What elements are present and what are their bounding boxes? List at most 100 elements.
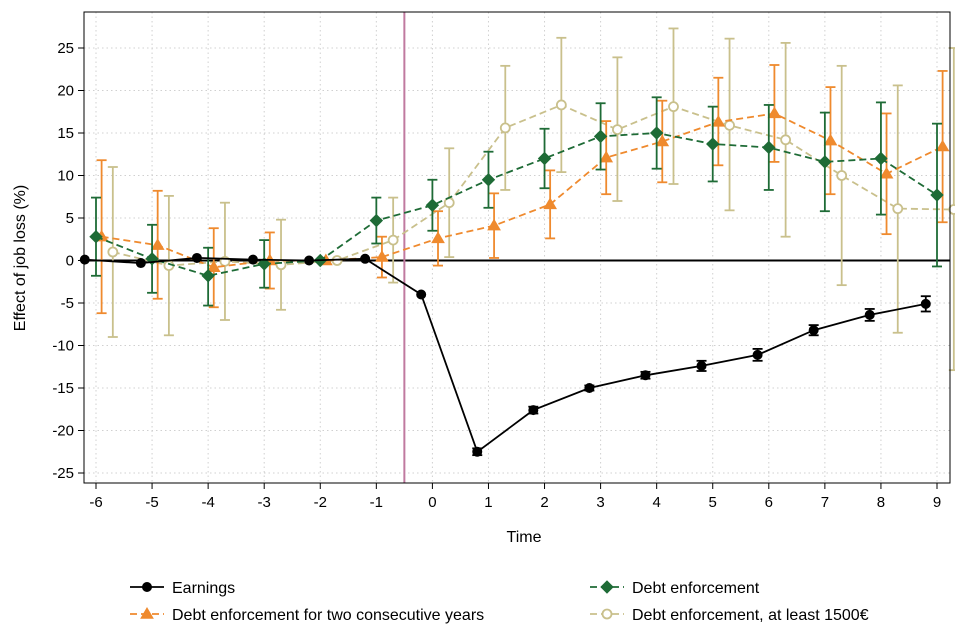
legend-swatch-marker	[142, 582, 152, 592]
data-point	[537, 151, 552, 166]
data-point	[752, 349, 763, 360]
y-tick-label: 20	[57, 83, 74, 100]
data-point	[864, 309, 875, 320]
data-point	[375, 250, 389, 262]
data-point	[836, 170, 848, 181]
data-point	[247, 254, 258, 265]
data-point	[416, 289, 427, 300]
data-point	[528, 405, 539, 416]
legend-swatch-marker	[140, 607, 154, 619]
x-tick-label: -5	[145, 494, 158, 511]
data-point	[431, 231, 445, 244]
legend-item: Debt enforcement for two consecutive yea…	[130, 607, 484, 624]
x-tick-label: 2	[540, 494, 548, 511]
legend-swatch-marker	[600, 580, 614, 594]
legend-label: Debt enforcement for two consecutive yea…	[172, 607, 484, 624]
data-point	[808, 325, 819, 336]
x-tick-label: -3	[258, 494, 271, 511]
legend-label: Debt enforcement, at least 1500€	[632, 607, 869, 624]
data-point	[425, 198, 440, 212]
data-point	[593, 129, 608, 144]
data-point	[79, 254, 90, 265]
series-line	[101, 112, 943, 269]
data-point	[387, 234, 399, 246]
series-debt-enforcement-for-two-consecutive-years	[94, 64, 950, 315]
x-tick-label: -6	[89, 494, 102, 511]
data-point	[257, 257, 271, 271]
data-point	[201, 269, 215, 283]
data-point	[487, 218, 501, 231]
data-point	[696, 360, 707, 371]
x-tick-label: 5	[709, 494, 717, 511]
data-point	[150, 238, 165, 250]
data-point	[668, 101, 679, 113]
series-line	[95, 132, 938, 277]
x-tick-label: 4	[652, 494, 660, 511]
x-tick-label: 3	[596, 494, 604, 511]
legend-label: Debt enforcement	[632, 580, 760, 597]
y-tick-label: 15	[57, 125, 74, 142]
data-point	[89, 229, 103, 244]
data-point	[823, 133, 838, 146]
x-tick-label: 1	[484, 494, 492, 511]
data-point	[818, 155, 832, 169]
y-tick-label: -25	[52, 465, 74, 482]
y-tick-label: 5	[66, 210, 74, 227]
data-point	[920, 298, 931, 309]
data-point	[892, 203, 904, 215]
data-point	[206, 260, 221, 272]
data-point	[711, 114, 726, 127]
x-tick-label: 8	[877, 494, 885, 511]
series-earnings	[79, 252, 931, 457]
data-point	[762, 140, 776, 155]
series-debt-enforcement-at-least-1500	[107, 27, 955, 372]
data-point	[706, 137, 720, 151]
y-tick-label: -10	[52, 338, 74, 355]
data-point	[767, 106, 782, 119]
data-point	[275, 259, 287, 271]
y-axis-title: Effect of job loss (%)	[12, 185, 29, 331]
data-point	[930, 188, 944, 202]
x-tick-label: 0	[428, 494, 436, 511]
data-point	[640, 370, 651, 381]
data-point	[107, 246, 119, 258]
legend-item: Earnings	[130, 580, 235, 597]
data-point	[874, 151, 888, 166]
x-tick-label: -2	[314, 494, 327, 511]
data-point	[879, 166, 894, 179]
series-line	[112, 104, 954, 267]
data-point	[472, 446, 483, 457]
y-tick-label: 25	[57, 40, 74, 57]
plot-frame	[83, 11, 951, 484]
data-point	[191, 252, 202, 263]
y-tick-label: 10	[57, 168, 74, 185]
x-tick-label: -1	[370, 494, 383, 511]
data-point	[599, 150, 614, 163]
y-tick-label: -20	[52, 423, 74, 440]
x-tick-label: 7	[821, 494, 829, 511]
data-point	[555, 99, 567, 111]
data-point	[481, 173, 496, 187]
data-point	[649, 126, 664, 140]
data-point	[655, 134, 670, 147]
legend: Earnings Debt enforcement Debt enforcement…	[130, 580, 869, 624]
data-point	[948, 204, 955, 215]
legend-item: Debt enforcement, at least 1500€	[590, 607, 869, 624]
data-point	[724, 119, 735, 131]
legend-item: Debt enforcement	[590, 580, 760, 597]
y-tick-label: -5	[61, 295, 74, 312]
series-layer	[79, 27, 955, 457]
legend-label: Earnings	[172, 580, 235, 597]
data-point	[935, 139, 950, 152]
data-point	[135, 258, 146, 269]
data-point	[543, 197, 558, 210]
data-point	[584, 383, 595, 393]
data-point	[612, 124, 623, 136]
series-debt-enforcement	[89, 96, 944, 307]
y-tick-label: 0	[66, 253, 74, 270]
legend-swatch-marker	[601, 608, 613, 620]
data-point	[360, 253, 371, 264]
